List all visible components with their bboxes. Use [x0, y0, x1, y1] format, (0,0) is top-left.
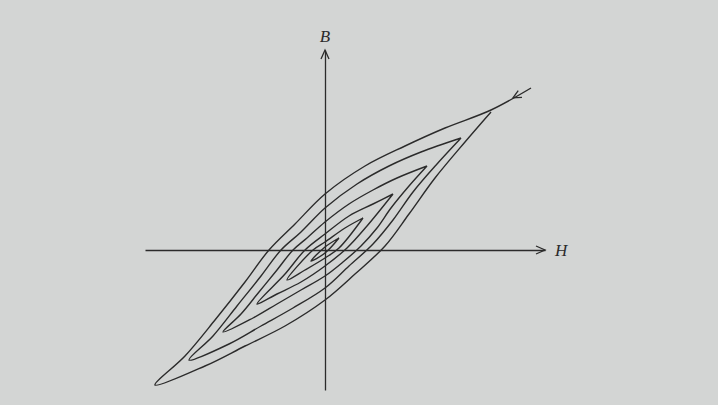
x-axis-arrow: [536, 246, 545, 254]
y-axis-title: B: [320, 27, 331, 46]
chart: BH: [0, 0, 718, 405]
x-axis-title: H: [554, 241, 569, 260]
hysteresis-loop: [257, 194, 393, 304]
hysteresis-loop: [287, 218, 363, 280]
hysteresis-loop: [189, 138, 461, 360]
y-axis-arrow: [321, 50, 329, 59]
hysteresis-loop: [311, 238, 339, 261]
plot-area: [155, 88, 531, 385]
hysteresis-loop: [223, 166, 427, 332]
background: [0, 0, 718, 405]
direction-arrow: [513, 91, 522, 98]
hysteresis-loop: [155, 88, 531, 385]
